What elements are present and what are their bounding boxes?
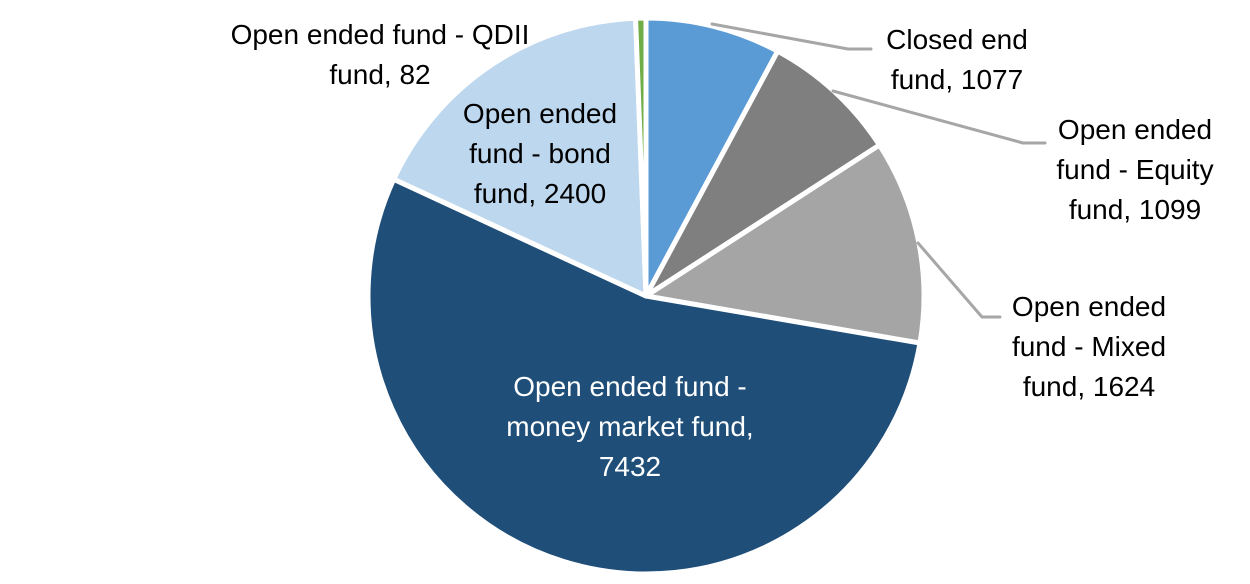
data-label-equity-fund: Open ended fund - Equity fund, 1099: [1056, 114, 1214, 225]
leader-line-closed-end-fund: [710, 22, 873, 51]
data-label-money-market-fund: Open ended fund - money market fund, 743…: [506, 371, 754, 482]
data-label-qdii-fund: Open ended fund - QDII fund, 82: [230, 19, 530, 90]
data-label-closed-end-fund: Closed end fund, 1077: [886, 24, 1028, 95]
pie-slice-open-ended-bond-fund: [391, 15, 649, 299]
pie-slice-open-ended-money-market-fund: [365, 176, 923, 577]
data-label-mixed-fund: Open ended fund - Mixed fund, 1624: [1011, 291, 1167, 402]
pie-slice-open-ended-qdii-fund: [633, 15, 649, 299]
pie-slice-open-ended-mixed-fund: [643, 142, 927, 346]
pie-slice-closed-end-fund: [643, 15, 781, 299]
leader-line-mixed-fund: [916, 241, 1002, 319]
leader-line-equity-fund: [831, 89, 1047, 145]
data-label-bond-fund: Open ended fund - bond fund, 2400: [462, 98, 618, 209]
pie-slices: [365, 15, 927, 577]
